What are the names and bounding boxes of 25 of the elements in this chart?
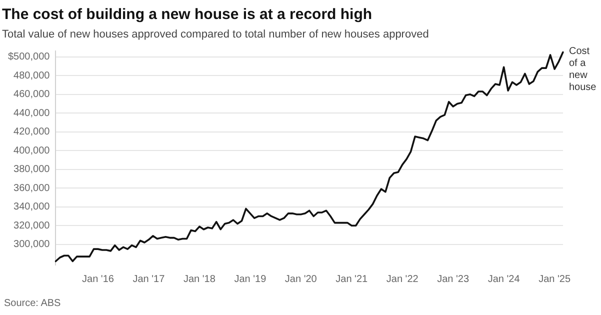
- x-tick-label: Jan '16: [82, 274, 114, 285]
- x-tick-label: Jan '22: [386, 274, 419, 285]
- y-tick-label: 320,000: [14, 220, 50, 232]
- y-tick-label: 420,000: [14, 126, 50, 138]
- x-tick-label: Jan '21: [336, 274, 368, 285]
- x-tick-label: Jan '23: [437, 274, 470, 285]
- y-tick-label: 360,000: [14, 182, 50, 194]
- y-tick-label: 440,000: [14, 108, 50, 119]
- x-tick-label: Jan '20: [284, 274, 318, 285]
- x-tick-label: Jan '17: [132, 274, 166, 285]
- chart-subtitle: Total value of new houses approved compared to total number of new houses approved: [2, 28, 429, 41]
- y-tick-label: $500,000: [8, 52, 50, 63]
- y-tick-label: 300,000: [14, 239, 50, 250]
- chart-title: The cost of building a new house is at a record high: [2, 6, 372, 24]
- y-tick-label: 380,000: [14, 164, 50, 176]
- y-tick-label: 340,000: [14, 202, 50, 213]
- x-tick-label: Jan '19: [234, 274, 267, 285]
- x-tick-label: Jan '24: [488, 274, 520, 285]
- series-label: Cost of a new house: [569, 46, 597, 93]
- source-note: Source: ABS: [4, 298, 61, 309]
- x-tick-label: Jan '18: [183, 274, 216, 285]
- y-tick-label: 460,000: [14, 89, 50, 100]
- x-tick-label: Jan '25: [538, 274, 571, 285]
- y-tick-label: 400,000: [14, 145, 50, 156]
- y-tick-label: 480,000: [14, 70, 50, 82]
